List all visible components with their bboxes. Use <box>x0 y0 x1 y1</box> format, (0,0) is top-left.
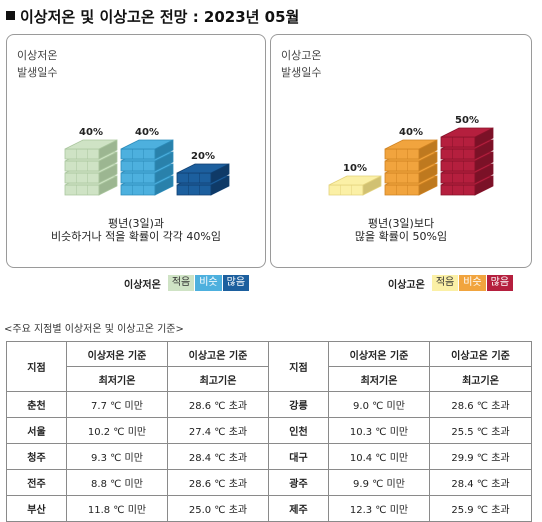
cold-panel-note: 평년(3일)과 비슷하거나 적을 확률이 각각 40%임 <box>51 217 221 243</box>
min-temp-cell: 9.3 ℃ 미만 <box>66 443 168 470</box>
table-caption: <주요 지점별 이상저온 및 이상고온 기준> <box>4 324 184 335</box>
bar-segment-front <box>64 172 100 184</box>
hot-panel-note: 평년(3일)보다 많을 확률이 50%임 <box>354 217 448 243</box>
bar-segment-front <box>120 148 156 160</box>
header-hot-left: 이상고온 기준 <box>167 341 269 367</box>
bar-비슷 <box>384 139 438 196</box>
page-title: 이상저온 및 이상고온 전망 : 2023년 05월 <box>6 6 299 27</box>
hot-legend: 이상고온 적음 비슷 많음 <box>388 275 514 291</box>
min-temp-cell: 10.3 ℃ 미만 <box>328 417 430 444</box>
max-temp-cell: 29.9 ℃ 초과 <box>429 443 532 470</box>
bar-segment-front <box>384 148 420 160</box>
bar-segment-front <box>64 148 100 160</box>
header-max-right: 최고기온 <box>429 366 532 392</box>
header-min-left: 최저기온 <box>66 366 168 392</box>
min-temp-cell: 11.8 ℃ 미만 <box>66 495 168 522</box>
bar-많음 <box>440 127 494 196</box>
bar-적음 <box>64 139 118 196</box>
max-temp-cell: 27.4 ℃ 초과 <box>167 417 269 444</box>
station-cell: 강릉 <box>268 391 329 418</box>
hot-stack-chart: 10% 40% 50% <box>328 115 494 196</box>
bar-적음 <box>328 175 382 196</box>
bar-percent-label: 10% <box>343 163 367 174</box>
bar-segment-front <box>440 148 476 160</box>
cold-legend: 이상저온 적음 비슷 많음 <box>124 275 250 291</box>
max-temp-cell: 28.4 ℃ 초과 <box>167 443 269 470</box>
bar-segment-front <box>176 184 212 196</box>
bar-segment-front <box>64 184 100 196</box>
bar-segment-front <box>440 160 476 172</box>
header-cold-left: 이상저온 기준 <box>66 341 168 367</box>
min-temp-cell: 10.4 ℃ 미만 <box>328 443 430 470</box>
cold-stack-chart: 40% 40% 20% <box>64 127 230 196</box>
hot-panel-label: 이상고온 발생일수 <box>281 49 322 79</box>
max-temp-cell: 25.5 ℃ 초과 <box>429 417 532 444</box>
header-station-left: 지점 <box>6 341 67 392</box>
station-cell: 춘천 <box>6 391 67 418</box>
bar-많음 <box>176 163 230 196</box>
cold-legend-chip-mid: 비슷 <box>195 275 222 291</box>
header-station-right: 지점 <box>268 341 329 392</box>
min-temp-cell: 7.7 ℃ 미만 <box>66 391 168 418</box>
bar-segment-front <box>120 172 156 184</box>
table-row: 부산 11.8 ℃ 미만 25.0 ℃ 초과 제주 12.3 ℃ 미만 25.9 ℃ 초과 <box>6 495 532 522</box>
bar-비슷 <box>120 139 174 196</box>
station-cell: 전주 <box>6 469 67 496</box>
bar-segment-front <box>120 160 156 172</box>
bar-segment-front <box>384 160 420 172</box>
header-max-left: 최고기온 <box>167 366 269 392</box>
table-row: 청주 9.3 ℃ 미만 28.4 ℃ 초과 대구 10.4 ℃ 미만 29.9 ℃ 초과 <box>6 443 532 470</box>
min-temp-cell: 8.8 ℃ 미만 <box>66 469 168 496</box>
header-cold-right: 이상저온 기준 <box>328 341 430 367</box>
bar-segment-front <box>176 172 212 184</box>
min-temp-cell: 9.9 ℃ 미만 <box>328 469 430 496</box>
header-min-right: 최저기온 <box>328 366 430 392</box>
bar-percent-label: 20% <box>191 151 215 162</box>
bar-segment-front <box>440 172 476 184</box>
cold-legend-chip-low: 적음 <box>167 275 195 291</box>
square-bullet-icon <box>6 11 15 20</box>
bar-percent-label: 40% <box>79 127 103 138</box>
bar-segment-front <box>384 184 420 196</box>
bar-segment-front <box>384 172 420 184</box>
hot-panel: 이상고온 발생일수 10% 40% 50% 평년(3일)보다 많을 확률이 50%임 <box>270 34 532 268</box>
table-row: 춘천 7.7 ℃ 미만 28.6 ℃ 초과 강릉 9.0 ℃ 미만 28.6 ℃ 초과 <box>6 391 532 418</box>
bar-segment-front <box>120 184 156 196</box>
max-temp-cell: 28.6 ℃ 초과 <box>429 391 532 418</box>
min-temp-cell: 12.3 ℃ 미만 <box>328 495 430 522</box>
table-row: 서울 10.2 ℃ 미만 27.4 ℃ 초과 인천 10.3 ℃ 미만 25.5 ℃ 초과 <box>6 417 532 444</box>
bar-segment-front <box>328 184 364 196</box>
bar-percent-label: 40% <box>135 127 159 138</box>
cold-legend-chip-high: 많음 <box>222 275 250 291</box>
max-temp-cell: 25.0 ℃ 초과 <box>167 495 269 522</box>
station-cell: 대구 <box>268 443 329 470</box>
bar-percent-label: 50% <box>455 115 479 126</box>
bar-segment-front <box>440 136 476 148</box>
station-cell: 서울 <box>6 417 67 444</box>
hot-legend-chip-mid: 비슷 <box>459 275 486 291</box>
station-cell: 인천 <box>268 417 329 444</box>
station-cell: 부산 <box>6 495 67 522</box>
station-cell: 청주 <box>6 443 67 470</box>
station-cell: 광주 <box>268 469 329 496</box>
hot-legend-chip-low: 적음 <box>431 275 459 291</box>
bar-percent-label: 40% <box>399 127 423 138</box>
bar-segment-front <box>440 184 476 196</box>
max-temp-cell: 25.9 ℃ 초과 <box>429 495 532 522</box>
max-temp-cell: 28.6 ℃ 초과 <box>167 469 269 496</box>
cold-panel: 이상저온 발생일수 40% 40% 20% 평년(3일)과 비슷하거나 적을 확률이… <box>6 34 266 268</box>
table-row: 전주 8.8 ℃ 미만 28.6 ℃ 초과 광주 9.9 ℃ 미만 28.4 ℃ 초과 <box>6 469 532 496</box>
cold-panel-label: 이상저온 발생일수 <box>17 49 58 79</box>
min-temp-cell: 9.0 ℃ 미만 <box>328 391 430 418</box>
station-criteria-table: 지점 이상저온 기준 이상고온 기준 지점 이상저온 기준 이상고온 기준 최저… <box>6 341 532 522</box>
station-cell: 제주 <box>268 495 329 522</box>
max-temp-cell: 28.6 ℃ 초과 <box>167 391 269 418</box>
min-temp-cell: 10.2 ℃ 미만 <box>66 417 168 444</box>
header-hot-right: 이상고온 기준 <box>429 341 532 367</box>
max-temp-cell: 28.4 ℃ 초과 <box>429 469 532 496</box>
hot-legend-chip-high: 많음 <box>486 275 514 291</box>
bar-segment-front <box>64 160 100 172</box>
